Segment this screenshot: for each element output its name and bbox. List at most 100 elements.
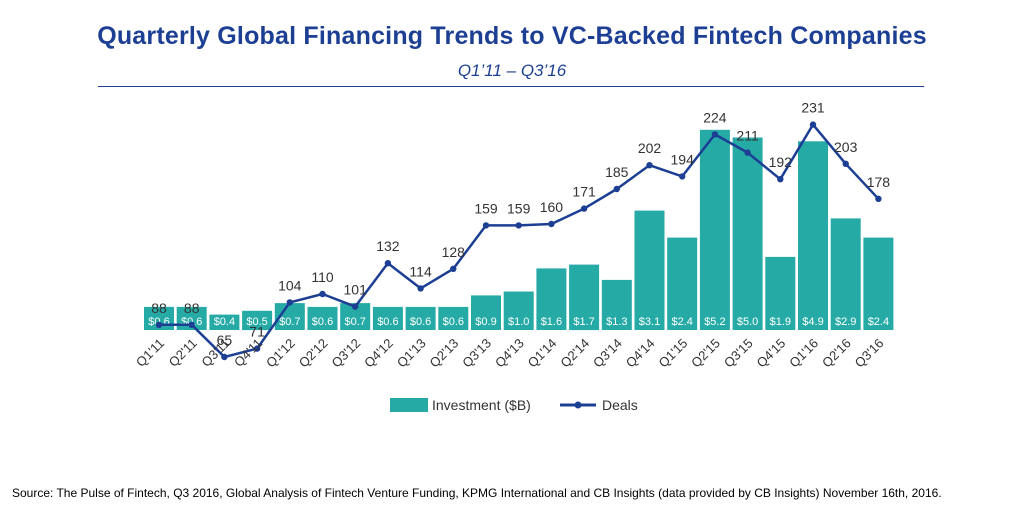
legend-bar-swatch — [390, 398, 428, 412]
x-tick-label: Q1'12 — [263, 336, 298, 371]
bar-value-label: $0.6 — [377, 316, 398, 328]
x-tick-label: Q1'11 — [133, 336, 167, 370]
x-axis-ticks: Q1'11Q2'11Q3'11Q4'11Q1'12Q2'12Q3'12Q4'12… — [133, 336, 887, 371]
bar — [242, 310, 273, 331]
x-tick-label: Q3'16 — [852, 336, 887, 371]
deals-value-label: 160 — [540, 199, 564, 215]
bar — [863, 237, 894, 330]
x-tick-label: Q1'16 — [786, 336, 821, 371]
deals-value-label: 65 — [217, 332, 233, 348]
bar-value-label: $2.9 — [835, 316, 856, 328]
bar-value-label: $1.0 — [508, 316, 529, 328]
bar-value-label: $1.7 — [573, 316, 594, 328]
bar — [536, 268, 567, 330]
bar — [503, 291, 534, 330]
bar-value-label: $0.9 — [475, 316, 496, 328]
deals-value-label: 128 — [442, 244, 466, 260]
x-tick-label: Q1'13 — [394, 336, 429, 371]
x-tick-label: Q3'14 — [590, 336, 625, 371]
deals-value-label: 224 — [703, 109, 727, 125]
deals-point — [253, 345, 261, 352]
x-tick-label: Q3'15 — [721, 336, 756, 371]
deals-point — [679, 173, 686, 180]
deals-value-label: 178 — [867, 174, 891, 190]
x-tick-label: Q3'13 — [459, 336, 494, 371]
deals-value-label: 202 — [638, 140, 662, 156]
bar — [405, 306, 436, 330]
chart-subtitle: Q1’11 – Q3’16 — [457, 61, 567, 80]
x-tick-label: Q2'16 — [819, 336, 854, 371]
bar-value-label: $5.2 — [704, 316, 725, 328]
x-tick-label: Q2'11 — [166, 336, 200, 370]
deals-value-label: 185 — [605, 164, 629, 180]
legend: Investment ($B) Deals — [390, 397, 638, 413]
deals-point — [450, 265, 457, 272]
deals-point — [155, 321, 163, 328]
source-note: Source: The Pulse of Fintech, Q3 2016, G… — [12, 486, 942, 500]
deals-value-label: 171 — [572, 184, 596, 200]
bar-series — [144, 129, 894, 331]
deals-value-label: 101 — [344, 282, 368, 298]
deals-value-label: 211 — [736, 128, 759, 144]
bar — [699, 129, 730, 330]
chart-svg: $0.6$0.6$0.4$0.5$0.7$0.6$0.7$0.6$0.6$0.6… — [133, 100, 894, 413]
bar-value-label: $2.4 — [868, 316, 889, 328]
deals-point — [809, 121, 817, 128]
bar — [601, 279, 632, 330]
bar — [634, 210, 665, 330]
bar-value-label: $0.6 — [443, 316, 464, 328]
x-tick-label: Q2'12 — [296, 336, 331, 371]
bar-value-label: $0.5 — [246, 316, 267, 328]
x-tick-label: Q4'13 — [492, 336, 527, 371]
x-tick-label: Q4'11 — [231, 336, 265, 370]
x-tick-label: Q2'14 — [557, 336, 592, 371]
deals-point — [777, 176, 784, 183]
deals-value-label: 159 — [474, 200, 498, 216]
deals-value-label: 231 — [801, 100, 825, 116]
deals-value-label: 110 — [311, 269, 334, 285]
legend-line-label: Deals — [602, 397, 638, 413]
bar-value-label: $0.6 — [312, 316, 333, 328]
deals-value-label: 71 — [249, 324, 265, 340]
deals-value-label: 203 — [834, 139, 858, 155]
bar-value-label: $1.9 — [770, 316, 791, 328]
bar — [798, 141, 828, 330]
bar-value-label: $0.7 — [279, 316, 300, 328]
x-tick-label: Q1'15 — [655, 336, 690, 371]
deals-point — [417, 285, 424, 292]
deals-point — [548, 220, 555, 228]
deals-value-label: 192 — [769, 154, 793, 170]
deals-point — [613, 185, 620, 193]
bar — [830, 218, 861, 330]
bar-value-label: $2.4 — [671, 316, 692, 328]
deals-value-label: 88 — [151, 300, 167, 316]
x-tick-label: Q4'15 — [754, 336, 789, 371]
deals-point — [188, 321, 195, 328]
bar-value-label: $0.7 — [344, 316, 365, 328]
x-tick-label: Q1'14 — [525, 336, 560, 371]
bar-labels: $0.6$0.6$0.4$0.5$0.7$0.6$0.7$0.6$0.6$0.6… — [148, 316, 889, 328]
deals-point — [515, 222, 522, 229]
bar-value-label: $0.4 — [214, 316, 235, 328]
deals-value-label: 194 — [671, 151, 695, 167]
deals-point — [842, 160, 849, 167]
title-divider — [98, 86, 924, 87]
deals-point — [875, 195, 882, 202]
bar — [765, 256, 796, 330]
bar — [209, 314, 240, 330]
deals-point — [580, 205, 588, 212]
deals-point — [221, 353, 228, 361]
x-tick-label: Q2'15 — [688, 336, 723, 371]
deals-point — [482, 222, 490, 229]
deals-point — [744, 149, 751, 156]
legend-bar-label: Investment ($B) — [432, 397, 531, 413]
x-tick-label: Q3'12 — [328, 336, 363, 371]
bar — [471, 295, 501, 330]
bar-value-label: $0.6 — [410, 316, 431, 328]
x-tick-label: Q4'14 — [623, 336, 658, 371]
deals-point — [352, 303, 359, 310]
bar-value-label: $1.3 — [606, 316, 627, 328]
bar-value-label: $5.0 — [737, 316, 758, 328]
line-series: 88 88 65 71 104 110 101 132 114 128 159 159 160 171 18… — [151, 100, 890, 361]
deals-point — [286, 299, 293, 306]
